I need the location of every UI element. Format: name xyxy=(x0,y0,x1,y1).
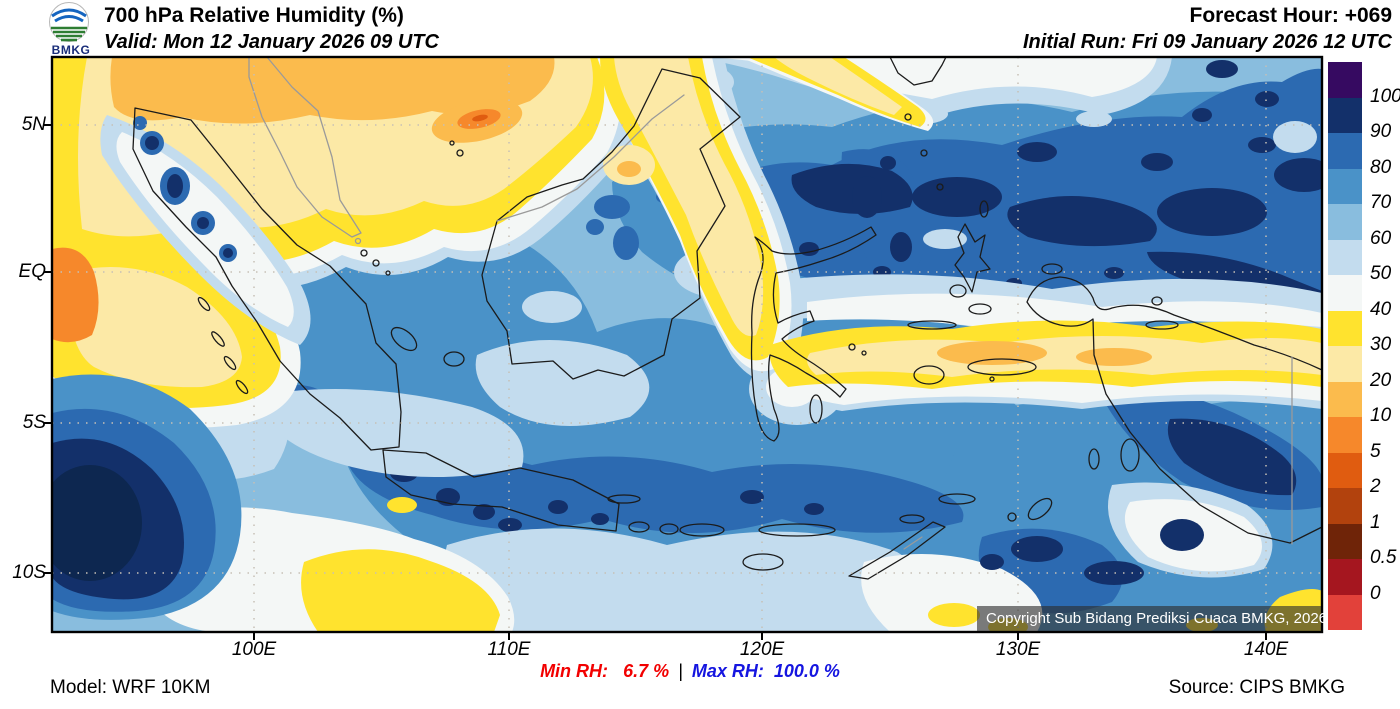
colorbar-tick-label: 100 xyxy=(1370,85,1400,107)
colorbar xyxy=(1328,62,1362,630)
page-title: 700 hPa Relative Humidity (%) xyxy=(104,4,404,27)
colorbar-tick-label: 20 xyxy=(1370,369,1392,391)
max-rh-label: Max RH: xyxy=(691,661,764,681)
copyright-overlay: Copyright Sub Bidang Prediksi Cuaca BMKG… xyxy=(977,606,1327,631)
colorbar-segment xyxy=(1328,488,1362,524)
colorbar-segment xyxy=(1328,559,1362,595)
y-tick-label: 10S xyxy=(12,562,46,583)
colorbar-segment xyxy=(1328,62,1362,98)
rh-contour-fills xyxy=(52,57,1322,632)
colorbar-tick-label: 1 xyxy=(1370,511,1381,533)
x-tick-label: 120E xyxy=(739,639,785,660)
colorbar-segment xyxy=(1328,97,1362,133)
colorbar-segment xyxy=(1328,452,1362,488)
colorbar-tick-label: 0.5 xyxy=(1370,547,1397,568)
y-tick-label: 5S xyxy=(22,412,46,433)
colorbar-tick-label: 0 xyxy=(1370,582,1381,604)
colorbar-segment xyxy=(1328,239,1362,275)
max-rh-value: 100.0 % xyxy=(773,661,840,681)
y-tick-label: EQ xyxy=(18,261,46,282)
colorbar-segment xyxy=(1328,133,1362,169)
bmkg-logo-icon xyxy=(49,2,89,42)
x-tick-label: 100E xyxy=(231,639,277,660)
source-label: Source: CIPS BMKG xyxy=(1168,677,1345,698)
min-rh-value: 6.7 % xyxy=(623,661,670,681)
colorbar-segment xyxy=(1328,381,1362,417)
colorbar-tick-label: 70 xyxy=(1370,192,1392,213)
colorbar-tick-label: 80 xyxy=(1370,156,1392,178)
rh-field-map xyxy=(44,55,1324,640)
map-border xyxy=(50,55,1324,634)
colorbar-segment xyxy=(1328,417,1362,453)
colorbar-tick-label: 2 xyxy=(1370,476,1381,497)
colorbar-tick-label: 30 xyxy=(1370,334,1392,355)
colorbar-tick-label: 90 xyxy=(1370,121,1392,142)
x-tick-label: 110E xyxy=(487,639,531,660)
x-tick-label: 140E xyxy=(1243,639,1289,660)
coastlines xyxy=(132,56,1323,580)
colorbar-tick-label: 10 xyxy=(1370,405,1392,426)
forecast-hour: Forecast Hour: +069 xyxy=(1189,4,1393,27)
axis-ticks xyxy=(44,124,1267,640)
initial-run: Initial Run: Fri 09 January 2026 12 UTC xyxy=(1022,31,1392,53)
colorbar-segment xyxy=(1328,523,1362,559)
colorbar-segment xyxy=(1328,310,1362,346)
colorbar-segment xyxy=(1328,346,1362,382)
minmax-separator: | xyxy=(678,661,683,681)
min-rh-label: Min RH: xyxy=(540,661,609,681)
colorbar-segment xyxy=(1328,275,1362,311)
valid-time: Valid: Mon 12 January 2026 09 UTC xyxy=(104,31,439,53)
colorbar-tick-label: 60 xyxy=(1370,227,1392,249)
colorbar-tick-label: 50 xyxy=(1370,263,1392,284)
model-label: Model: WRF 10KM xyxy=(50,677,211,698)
colorbar-tick-label: 5 xyxy=(1370,440,1381,462)
colorbar-segment xyxy=(1328,204,1362,240)
minmax-summary: Min RH: 6.7 % | Max RH: 100.0 % xyxy=(540,661,840,682)
colorbar-tick-label: 40 xyxy=(1370,298,1392,320)
colorbar-segment xyxy=(1328,594,1362,630)
colorbar-segment xyxy=(1328,168,1362,204)
y-tick-label: 5N xyxy=(21,114,46,135)
bmkg-logo-label: BMKG xyxy=(51,43,91,57)
x-tick-label: 130E xyxy=(995,639,1041,660)
